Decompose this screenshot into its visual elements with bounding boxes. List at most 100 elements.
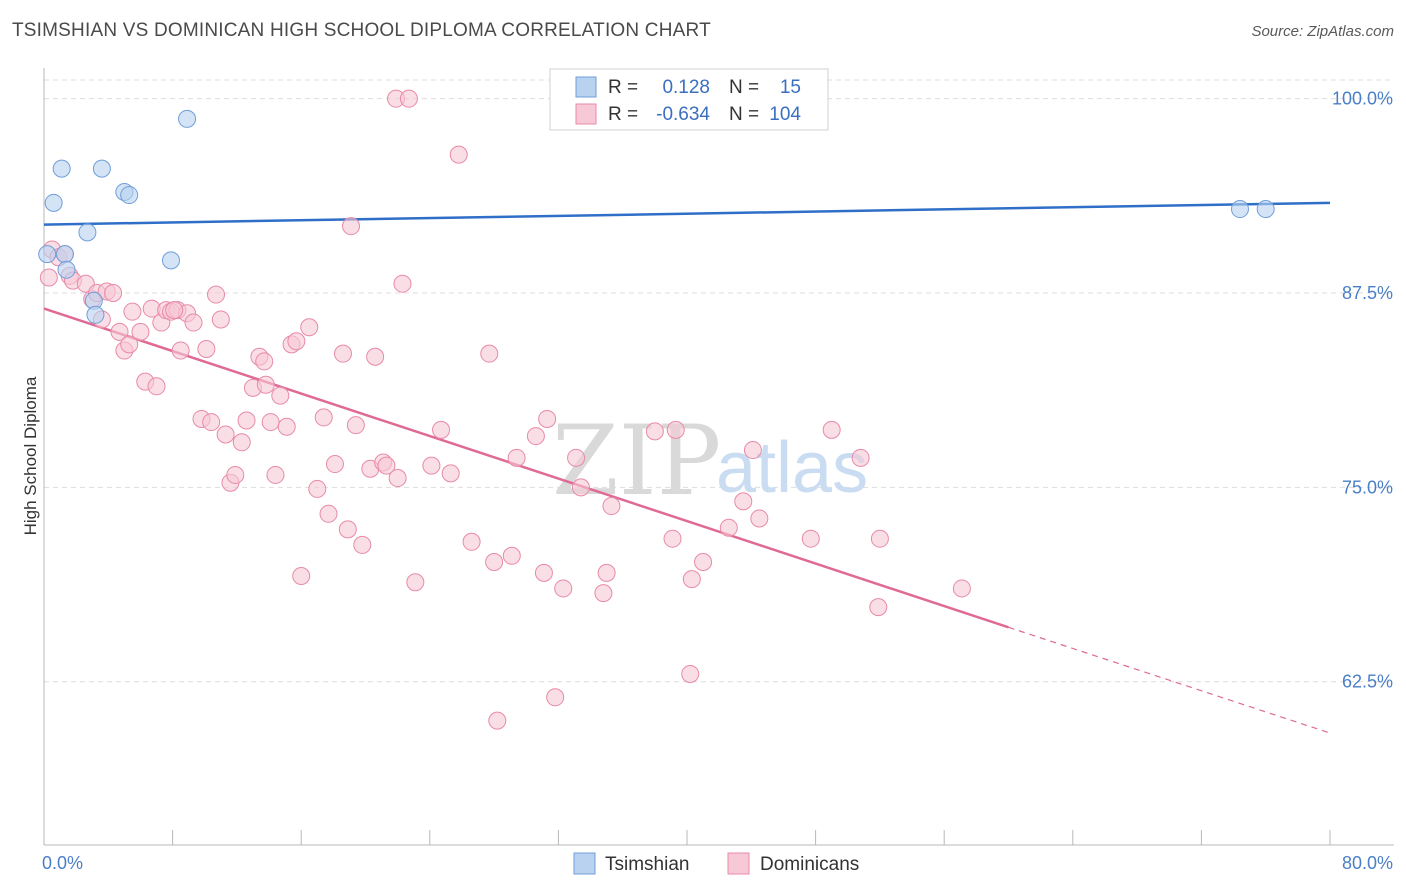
dominicans-point (366, 347, 385, 366)
dominicans-point (645, 422, 664, 441)
tsimshian-point (86, 305, 105, 324)
dominicans-point (571, 478, 590, 497)
dominicans-point (743, 441, 762, 460)
legend-r-value: 0.128 (662, 77, 710, 98)
dominicans-trendline-extension (1008, 626, 1331, 734)
legend-n-value: 15 (780, 77, 801, 98)
dominicans-point (681, 664, 700, 683)
tsimshian-point (1230, 200, 1249, 219)
bottom-legend-swatch-tsimshian (573, 852, 596, 875)
legend-r-value: -0.634 (656, 104, 710, 125)
dominicans-point (342, 217, 361, 236)
dominicans-point (488, 711, 507, 730)
dominicans-point (308, 479, 327, 498)
tsimshian-point (38, 245, 57, 264)
dominicans-point (277, 417, 296, 436)
tsimshian-point (55, 245, 74, 264)
dominicans-point (538, 409, 557, 428)
x-tick-label: 0.0% (42, 853, 83, 873)
tsimshian-point (52, 159, 71, 178)
tsimshian-point (178, 109, 197, 128)
y-tick-label: 62.5% (1342, 672, 1393, 692)
dominicans-point (287, 332, 306, 351)
dominicans-point (120, 335, 139, 354)
legend-r-label: R = (608, 77, 638, 98)
dominicans-point (338, 520, 357, 539)
tsimshian-trendline (43, 201, 1331, 226)
legend-n-value: 104 (769, 104, 801, 125)
stats-legend: R = 0.128 N = 15 R = -0.634 N = 104 (549, 68, 829, 131)
dominicans-point (232, 433, 251, 452)
dominicans-point (216, 425, 235, 444)
chart-title: TSIMSHIAN VS DOMINICAN HIGH SCHOOL DIPLO… (12, 20, 711, 41)
grid-lines (43, 79, 1394, 845)
dominicans-point (526, 427, 545, 446)
dominicans-point (226, 465, 245, 484)
dominicans-point (319, 504, 338, 523)
dominicans-point (325, 455, 344, 474)
legend-n-label: N = (729, 77, 759, 98)
dominicans-point (694, 553, 713, 572)
dominicans-point (147, 377, 166, 396)
dominicans-point (594, 584, 613, 603)
axes (43, 68, 1394, 846)
dominicans-point (346, 416, 365, 435)
dominicans-point (801, 529, 820, 548)
dominicans-point (110, 322, 129, 341)
trend-lines (43, 201, 1331, 734)
legend-n-label: N = (729, 104, 759, 125)
dominicans-point (184, 313, 203, 332)
dominicans-point (441, 464, 460, 483)
dominicans-point (666, 420, 685, 439)
dominicans-point (207, 285, 226, 304)
dominicans-point (237, 411, 256, 430)
dominicans-point (271, 386, 290, 405)
dominicans-point (750, 509, 769, 528)
dominicans-point (851, 448, 870, 467)
dominicans-point (406, 573, 425, 592)
dominicans-point (197, 339, 216, 358)
tsimshian-point (78, 223, 97, 242)
bottom-legend: Tsimshian Dominicans (573, 852, 859, 875)
dominicans-point (211, 310, 230, 329)
bottom-legend-swatch-dominicans (727, 852, 750, 875)
tsimshian-point (1256, 200, 1275, 219)
bottom-legend-label-dominicans: Dominicans (760, 854, 859, 875)
dominicans-point (202, 413, 221, 432)
dominicans-point (131, 322, 150, 341)
tsimshian-point (57, 260, 76, 279)
dominicans-point (480, 344, 499, 363)
tsimshian-point (92, 159, 111, 178)
dominicans-point (261, 413, 280, 432)
legend-swatch-dominicans (575, 103, 597, 125)
dominicans-point (104, 284, 123, 303)
dominicans-point (719, 518, 738, 537)
dominicans-point (449, 145, 468, 164)
dominicans-point (432, 420, 451, 439)
dominicans-point (534, 563, 553, 582)
dominicans-point (314, 408, 333, 427)
tick-labels: 62.5% 75.0% 87.5% 100.0% 0.0% 80.0% (42, 89, 1393, 873)
dominicans-point (602, 497, 621, 516)
dominicans-point (546, 688, 565, 707)
dominicans-point (333, 344, 352, 363)
dominicans-point (300, 318, 319, 337)
dominicans-point (485, 553, 504, 572)
dominicans-point (952, 579, 971, 598)
tsimshian-point (161, 251, 180, 270)
data-points (38, 89, 1275, 730)
dominicans-point (663, 529, 682, 548)
watermark: ZIP atlas (552, 405, 868, 517)
dominicans-point (165, 301, 184, 320)
dominicans-point (256, 375, 275, 394)
dominicans-point (507, 448, 526, 467)
dominicans-point (171, 341, 190, 360)
legend-r-label: R = (608, 104, 638, 125)
dominicans-point (353, 535, 372, 554)
dominicans-point (255, 352, 274, 371)
dominicans-point (462, 532, 481, 551)
dominicans-trendline (43, 307, 1009, 629)
tsimshian-point (120, 186, 139, 205)
bottom-legend-label-tsimshian: Tsimshian (605, 854, 689, 875)
